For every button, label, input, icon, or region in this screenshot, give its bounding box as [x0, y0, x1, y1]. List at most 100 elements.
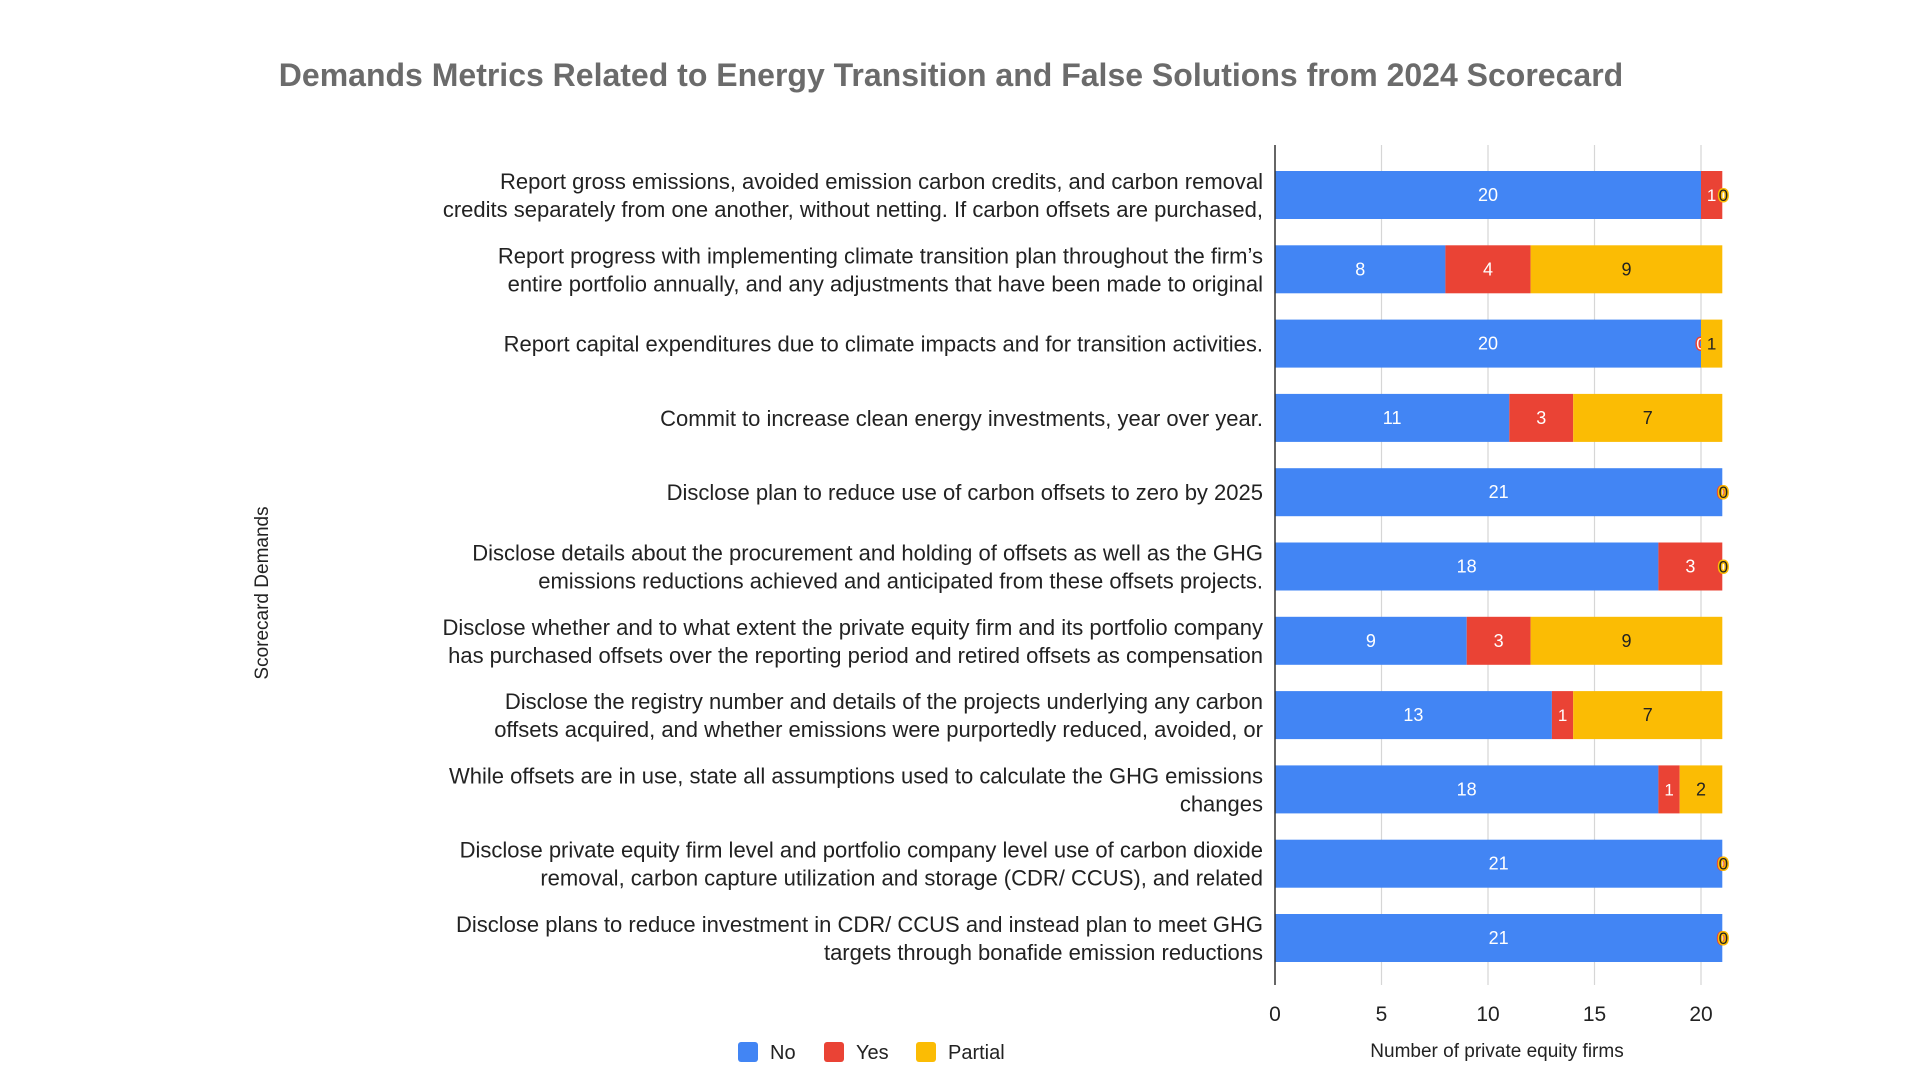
legend-swatch-yes: [824, 1042, 844, 1062]
data-label-no-6: 9: [1366, 631, 1376, 651]
bar-no-3: [1275, 393, 1510, 442]
category-label-0: Report gross emissions, avoided emission…: [443, 169, 1263, 222]
data-label-partial-8: 2: [1696, 779, 1706, 799]
category-label-5: Disclose details about the procurement a…: [472, 541, 1263, 594]
bar-yes-8: [1658, 765, 1680, 814]
category-label-line: Disclose plans to reduce investment in C…: [456, 912, 1263, 937]
legend-label-yes: Yes: [856, 1042, 889, 1064]
bar-no-2: [1275, 319, 1701, 368]
data-label-yes-3: 3: [1536, 408, 1546, 428]
data-label-no-0: 20: [1478, 185, 1498, 205]
category-label-line: Disclose whether and to what extent the …: [442, 615, 1263, 640]
data-label-partial-10: 0: [1719, 929, 1728, 948]
data-label-partial-4: 0: [1719, 483, 1728, 502]
category-label-line: Disclose private equity firm level and p…: [460, 838, 1263, 863]
y-axis-title: Scorecard Demands: [252, 506, 273, 679]
data-label-partial-2: 1: [1707, 335, 1716, 354]
category-label-line: offsets acquired, and whether emissions …: [494, 717, 1263, 742]
data-label-yes-0: 1: [1707, 186, 1716, 205]
category-label-9: Disclose private equity firm level and p…: [460, 838, 1263, 891]
legend-swatch-no: [738, 1042, 758, 1062]
data-label-yes-1: 4: [1483, 259, 1493, 279]
bars: 2010849200111372100183093913171812210021…: [1275, 171, 1730, 962]
data-label-yes-8: 1: [1664, 780, 1673, 799]
category-label-1: Report progress with implementing climat…: [498, 243, 1263, 296]
data-label-no-1: 8: [1355, 259, 1365, 279]
data-label-yes-9: 0: [1718, 855, 1727, 874]
data-label-no-2: 20: [1478, 334, 1498, 354]
category-label-6: Disclose whether and to what extent the …: [442, 615, 1263, 668]
bar-no-8: [1275, 765, 1659, 814]
category-label-line: Disclose the registry number and details…: [505, 689, 1263, 714]
category-label-2: Report capital expenditures due to clima…: [504, 332, 1263, 357]
bar-yes-3: [1509, 393, 1574, 442]
category-label-4: Disclose plan to reduce use of carbon of…: [667, 480, 1263, 505]
category-label-line: entire portfolio annually, and any adjus…: [508, 271, 1263, 296]
data-label-yes-5: 3: [1685, 557, 1695, 577]
bar-no-1: [1275, 245, 1446, 294]
bar-no-5: [1275, 542, 1659, 591]
bar-partial-1: [1530, 245, 1723, 294]
legend: No Yes Partial: [738, 1042, 1005, 1064]
x-tick-label: 10: [1476, 1003, 1499, 1026]
category-label-3: Commit to increase clean energy investme…: [660, 406, 1263, 431]
data-label-no-9: 21: [1489, 854, 1509, 874]
x-tick-label: 20: [1689, 1003, 1712, 1026]
category-label-line: Report progress with implementing climat…: [498, 243, 1263, 268]
category-label-line: While offsets are in use, state all assu…: [449, 763, 1263, 788]
bar-yes-7: [1551, 691, 1574, 740]
category-label-7: Disclose the registry number and details…: [494, 689, 1263, 742]
data-label-no-4: 21: [1489, 482, 1509, 502]
bar-partial-2: [1701, 319, 1723, 368]
x-tick-label: 5: [1376, 1003, 1388, 1026]
data-label-yes-6: 3: [1494, 631, 1504, 651]
data-label-no-7: 13: [1403, 705, 1423, 725]
legend-label-partial: Partial: [948, 1042, 1005, 1064]
data-label-partial-5: 0: [1719, 558, 1728, 577]
data-label-no-10: 21: [1489, 928, 1509, 948]
bar-no-7: [1275, 691, 1552, 740]
bar-no-10: [1275, 914, 1723, 962]
data-label-no-3: 11: [1383, 408, 1402, 428]
x-axis-ticks: 0 5 10 15 20: [1269, 1003, 1713, 1026]
bar-no-9: [1275, 839, 1723, 888]
category-label-line: removal, carbon capture utilization and …: [540, 866, 1263, 891]
data-label-no-8: 18: [1457, 779, 1477, 799]
category-labels: Report gross emissions, avoided emission…: [442, 169, 1263, 965]
bar-no-4: [1275, 468, 1723, 517]
category-label-8: While offsets are in use, state all assu…: [449, 763, 1263, 816]
x-axis-title: Number of private equity firms: [1370, 1041, 1623, 1062]
category-label-line: credits separately from one another, wit…: [443, 197, 1263, 222]
legend-label-no: No: [770, 1042, 796, 1064]
bar-no-0: [1275, 171, 1701, 219]
category-label-line: has purchased offsets over the reporting…: [448, 643, 1263, 668]
data-label-partial-3: 7: [1643, 408, 1653, 428]
category-label-line: Report gross emissions, avoided emission…: [500, 169, 1263, 194]
bar-yes-6: [1466, 616, 1531, 665]
data-label-yes-4: 0: [1718, 483, 1727, 502]
bar-partial-3: [1573, 393, 1723, 442]
legend-swatch-partial: [916, 1042, 936, 1062]
data-label-partial-9: 0: [1719, 855, 1728, 874]
bar-no-6: [1275, 616, 1467, 665]
bar-partial-7: [1573, 691, 1723, 740]
data-label-partial-1: 9: [1621, 259, 1631, 279]
bar-partial-8: [1679, 765, 1723, 814]
data-label-partial-7: 7: [1643, 705, 1653, 725]
bar-yes-0: [1701, 171, 1723, 219]
category-label-line: emissions reductions achieved and antici…: [538, 569, 1263, 594]
category-label-line: targets through bonafide emission reduct…: [824, 940, 1263, 965]
data-label-yes-7: 1: [1558, 706, 1567, 725]
data-label-yes-10: 0: [1718, 929, 1727, 948]
bar-yes-1: [1445, 245, 1531, 294]
bar-yes-5: [1658, 542, 1723, 591]
category-label-10: Disclose plans to reduce investment in C…: [456, 912, 1263, 965]
data-label-partial-0: 0: [1719, 186, 1728, 205]
category-label-line: changes: [1180, 791, 1263, 816]
data-label-no-5: 18: [1457, 557, 1477, 577]
x-tick-label: 15: [1583, 1003, 1606, 1026]
bar-partial-6: [1530, 616, 1723, 665]
data-label-partial-6: 9: [1621, 631, 1631, 651]
